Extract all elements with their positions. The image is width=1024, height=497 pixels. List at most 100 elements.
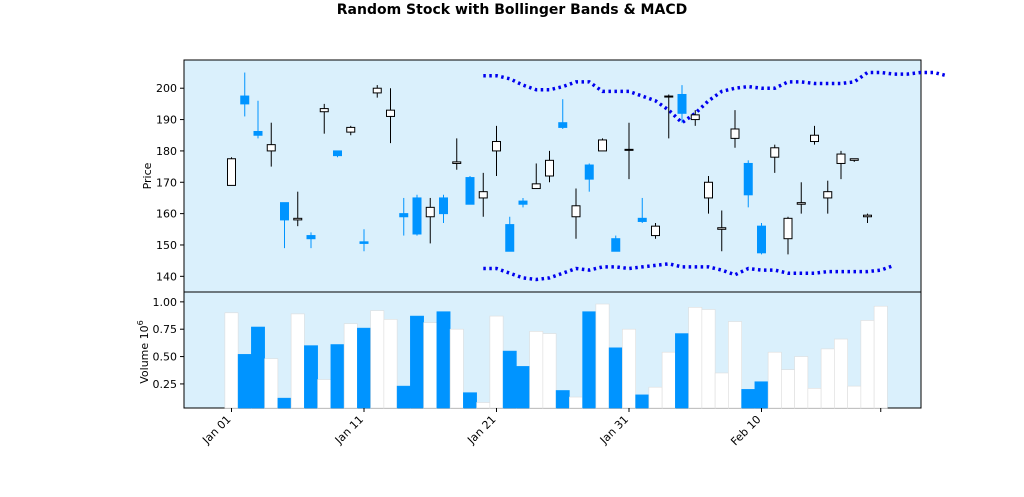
- volume-bar: [436, 311, 451, 409]
- candle-body: [452, 161, 462, 164]
- candle: [386, 88, 395, 144]
- candle-body: [558, 122, 568, 128]
- volume-bar: [582, 311, 597, 409]
- candle-body: [227, 158, 236, 186]
- volume-bar: [635, 394, 650, 409]
- candle-body: [783, 217, 793, 240]
- candle-body: [690, 114, 700, 121]
- volume-bar: [529, 331, 544, 409]
- volume-bar: [264, 358, 279, 409]
- price-tick-label: 140: [156, 270, 177, 283]
- candle-body: [651, 225, 660, 237]
- candle-body: [810, 134, 819, 143]
- candle: [306, 232, 316, 249]
- volume-bar: [317, 379, 332, 409]
- volume-bar: [555, 390, 570, 409]
- candle-body: [319, 108, 329, 113]
- candlestick-series: [227, 72, 872, 255]
- volume-bar: [343, 323, 358, 409]
- volume-bar: [688, 307, 703, 409]
- candle: [664, 94, 674, 139]
- volume-bar: [648, 386, 663, 409]
- date-axis: Jan 01 Jan 11 Jan 21 Jan 31 Feb 10: [199, 408, 882, 448]
- candle-body: [346, 126, 356, 133]
- candle: [240, 72, 250, 117]
- candle-body: [266, 144, 276, 152]
- candle-body: [240, 95, 250, 105]
- candle-body: [770, 147, 780, 158]
- candle: [492, 125, 501, 176]
- candle-body: [478, 191, 488, 199]
- volume-bar: [675, 333, 689, 409]
- candle: [319, 103, 329, 134]
- candle-body: [399, 213, 409, 218]
- volume-bar: [330, 344, 345, 409]
- candle-body: [823, 191, 833, 199]
- volume-bar: [834, 338, 848, 409]
- candle: [558, 99, 568, 129]
- candle-body: [306, 235, 316, 240]
- candle: [333, 150, 342, 158]
- candle-body: [333, 150, 342, 157]
- candle: [743, 160, 753, 208]
- date-tick-label: Jan 21: [464, 413, 498, 447]
- candle: [571, 188, 581, 239]
- date-tick-label: Jan 01: [199, 413, 233, 447]
- candle: [836, 150, 846, 180]
- price-axis-label: Price: [141, 162, 154, 189]
- candle-body: [439, 197, 448, 215]
- volume-bar: [847, 385, 862, 409]
- candle: [372, 85, 382, 98]
- candle-body: [584, 164, 594, 180]
- candle: [690, 110, 700, 126]
- volume-bar: [224, 312, 239, 409]
- candle: [439, 194, 448, 224]
- bollinger-lower-band: [483, 262, 895, 282]
- candle: [227, 157, 236, 186]
- candle-body: [425, 206, 435, 218]
- candle-body: [664, 95, 674, 98]
- candle: [293, 191, 303, 227]
- volume-bar: [383, 319, 398, 409]
- volume-bar: [410, 315, 424, 409]
- candle-body: [531, 183, 541, 190]
- candle-body: [849, 158, 859, 161]
- candle: [425, 197, 435, 244]
- candle: [584, 163, 594, 192]
- volume-bar: [237, 354, 252, 409]
- candle: [796, 182, 806, 214]
- candle-body: [412, 197, 422, 235]
- volume-bar: [701, 309, 716, 409]
- volume-bar: [873, 305, 888, 409]
- volume-bar: [542, 333, 557, 409]
- volume-tick-label: 0.75: [153, 323, 178, 336]
- volume-bar: [595, 303, 610, 409]
- candle-body: [280, 202, 289, 221]
- candle: [651, 223, 660, 239]
- bollinger-upper-band: [483, 70, 948, 125]
- candle: [452, 138, 462, 170]
- candle: [359, 229, 369, 252]
- volume-bar: [290, 313, 305, 409]
- volume-bar: [767, 351, 782, 409]
- candle: [783, 216, 793, 255]
- volume-bar: [423, 322, 438, 409]
- candle: [770, 144, 780, 173]
- price-axis: 140 150 160 170 180 190 200: [156, 82, 184, 283]
- candle: [677, 85, 687, 123]
- candle-body: [505, 224, 515, 252]
- price-tick-label: 180: [156, 145, 177, 158]
- candle-body: [359, 241, 369, 244]
- candle-body: [717, 227, 727, 230]
- candle: [810, 125, 819, 145]
- candle-body: [757, 225, 766, 254]
- candle-body: [518, 200, 528, 205]
- candle: [253, 100, 263, 139]
- candle: [545, 150, 554, 183]
- volume-bar: [608, 347, 623, 409]
- volume-bar: [304, 345, 318, 409]
- candle: [412, 194, 422, 236]
- volume-bar: [781, 369, 795, 409]
- candle-body: [730, 128, 740, 139]
- volume-bar: [476, 402, 491, 409]
